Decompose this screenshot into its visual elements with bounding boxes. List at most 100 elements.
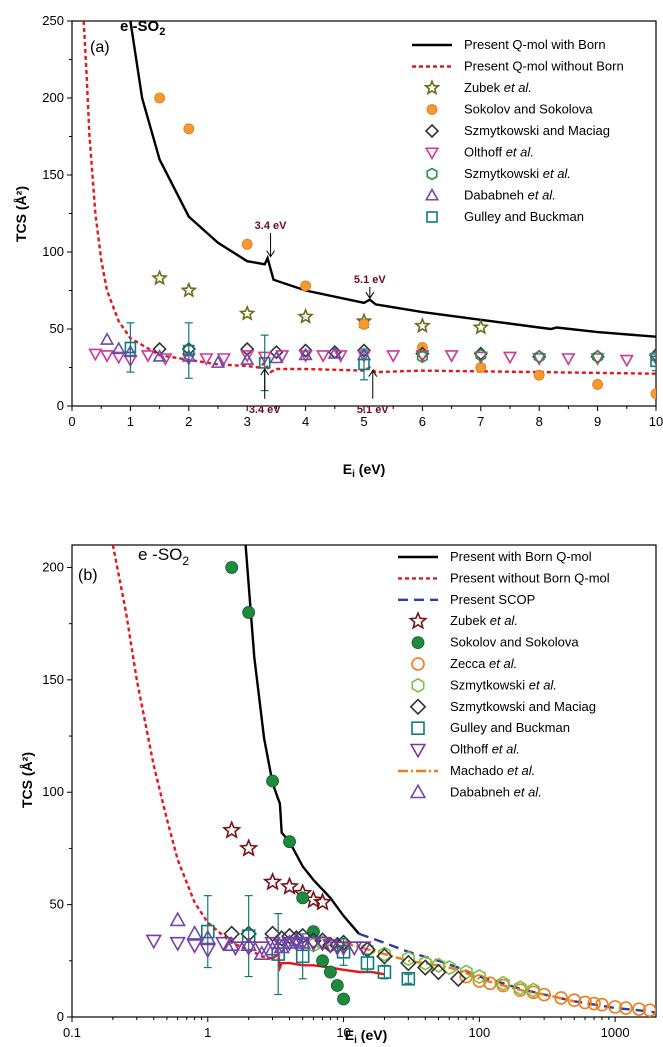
panel-b-legend-item-sokolov-and-sokolova: Sokolov and Sokolova <box>411 635 579 650</box>
panel-a-annotation: 5.1 eV <box>357 369 389 416</box>
panel-a-legend-label: Sokolov and Sokolova <box>464 102 593 117</box>
panel-b-legend-swatch <box>411 636 425 649</box>
panel-b-plot-area <box>111 545 656 1017</box>
panel-a-data-point <box>297 307 315 324</box>
panel-a-x-tick-label: 0 <box>68 414 75 429</box>
panel-a-y-tick-label: 0 <box>57 398 64 413</box>
panel-b-data-point <box>223 925 241 943</box>
panel-a-series-zubek-et-al <box>151 269 490 335</box>
panel-b-y-axis-title: TCS (Å²) <box>19 752 35 808</box>
panel-a-data-point <box>298 350 313 363</box>
panel-b-data-point <box>330 979 344 992</box>
panel-b-series-zubek-et-al <box>221 820 333 911</box>
panel-b-data-point <box>169 911 186 927</box>
panel-a-legend-swatch <box>424 187 440 201</box>
panel-b-data-point <box>227 941 244 957</box>
panel-b-legend-label: Present without Born Q-mol <box>450 570 610 585</box>
panel-a-legend-item-present-q-mol-with-born: Present Q-mol with Born <box>412 37 606 52</box>
panel-a-data-point <box>240 350 255 363</box>
panel-a-legend: Present Q-mol with Born Present Q-mol wit… <box>412 37 624 224</box>
panel-b-data-point <box>360 956 375 970</box>
panel-a-data-point <box>532 353 547 366</box>
panel-a-data-point <box>154 92 166 104</box>
panel-b-data-point <box>376 947 393 965</box>
panel-a-data-point <box>358 318 370 330</box>
panel-b-x-tick-label: 10 <box>336 1025 350 1040</box>
panel-a-species-text: e -SO <box>120 18 160 35</box>
panel-b-data-point <box>199 929 217 945</box>
panel-b-legend: Present with Born Q-mol Present without B… <box>398 549 610 799</box>
panel-a-data-point <box>533 369 545 381</box>
panel-b-legend-swatch <box>411 657 425 671</box>
panel-a-data-point <box>300 280 312 292</box>
panel-a-legend-label: Olthoff et al. <box>464 145 534 160</box>
panel-b-data-point <box>240 936 257 951</box>
panel-a-data-point <box>648 353 656 366</box>
panel-b-data-point <box>632 1002 646 1016</box>
panel-b-data-point <box>567 993 582 1007</box>
panel-b-legend-swatch <box>408 610 428 630</box>
panel-a-legend-item-present-q-mol-without-born: Present Q-mol without Born <box>412 59 624 74</box>
panel-a-series-present-q-mol-without-born-line <box>82 21 656 375</box>
panel-b-legend-item-present-with-born-q-mol: Present with Born Q-mol <box>398 549 592 564</box>
panel-a-data-point <box>269 344 284 360</box>
panel-b-legend-item-szmytkowski-and-maciag: Szmytkowski and Maciag <box>409 698 596 716</box>
panel-a-data-point <box>413 317 431 334</box>
panel-b-series-present-with-born-q-mol-line <box>244 545 360 935</box>
panel-b-data-point <box>199 943 217 959</box>
panel-b-data-point <box>526 982 540 998</box>
panel-a-series-olthoff-et-al <box>88 348 656 368</box>
panel-b-legend-swatch <box>411 677 425 693</box>
panel-b-y-tick-label: 0 <box>57 1009 64 1024</box>
panel-a-x-tick-label: 7 <box>477 414 484 429</box>
panel-b-legend-item-olthoff-et-al: Olthoff et al. <box>409 742 520 759</box>
panel-a-data-point <box>269 350 284 364</box>
panel-b-data-point <box>587 996 601 1011</box>
panel-a-data-point <box>183 344 195 357</box>
panel-b-series-dababneh-et-al <box>169 911 311 960</box>
panel-b-x-axis-title: Ei (eV) <box>345 1027 387 1046</box>
panel-b-data-point <box>418 955 432 971</box>
panel-a-data-point <box>333 350 348 363</box>
panel-b-data-point <box>238 838 259 857</box>
panel-b-data-point <box>281 933 298 949</box>
panel-a-data-point <box>258 357 271 369</box>
panel-a-y-axis-title: TCS (Å²) <box>13 186 29 242</box>
panel-b-species-subscript: 2 <box>182 554 189 568</box>
panel-b-series-present-scop-line <box>358 932 656 1014</box>
panel-a-legend-item-zubek-et-al: Zubek et al. <box>423 79 532 96</box>
panel-a-data-point <box>416 350 428 364</box>
panel-a-xlabel-subscript: i <box>352 469 355 480</box>
panel-b-species-text: e -SO <box>138 545 182 564</box>
panel-b-data-point <box>642 1003 656 1017</box>
panel-a-data-point <box>99 332 115 345</box>
panel-a-legend-swatch <box>426 167 438 181</box>
panel-b-data-point <box>186 939 203 954</box>
panel-a-data-point <box>216 353 231 366</box>
panel-b-data-point <box>608 1000 622 1014</box>
panel-a-series-gulley-and-buckman <box>124 322 656 392</box>
panel-a-data-point <box>183 123 195 135</box>
panel-a-x-tick-label: 9 <box>594 414 601 429</box>
panel-a-species-subscript: 2 <box>159 26 165 38</box>
panel-b-legend-item-machado-et-al: Machado et al. <box>398 763 535 778</box>
panel-b-axes: 0.1 1 10 100 1000 0 50 100 150 200 <box>42 544 657 1040</box>
panel-a-data-point <box>298 347 313 361</box>
panel-b-data-point <box>295 949 310 964</box>
panel-b-data-point <box>513 980 527 996</box>
panel-b-legend-label: Sokolov and Sokolova <box>450 635 579 650</box>
panel-b-data-point <box>401 951 415 967</box>
panel-a-x-tick-label: 10 <box>649 414 663 429</box>
panel-a-legend-label: Gulley and Buckman <box>464 209 584 224</box>
panel-a-data-point <box>210 355 226 368</box>
panel-a-data-point <box>561 353 576 366</box>
panel-b-data-point <box>496 975 510 991</box>
panel-a-data-point <box>650 355 656 368</box>
panel-b-legend-label: Szmytkowski et al. <box>450 677 557 692</box>
panel-b-data-point <box>186 925 203 940</box>
panel-a-x-tick-label: 1 <box>127 414 134 429</box>
panel-a-y-tick-label: 250 <box>42 13 64 28</box>
panel-a-annotation: 3.4 eV <box>249 368 281 416</box>
panel-b-data-point <box>377 946 391 962</box>
